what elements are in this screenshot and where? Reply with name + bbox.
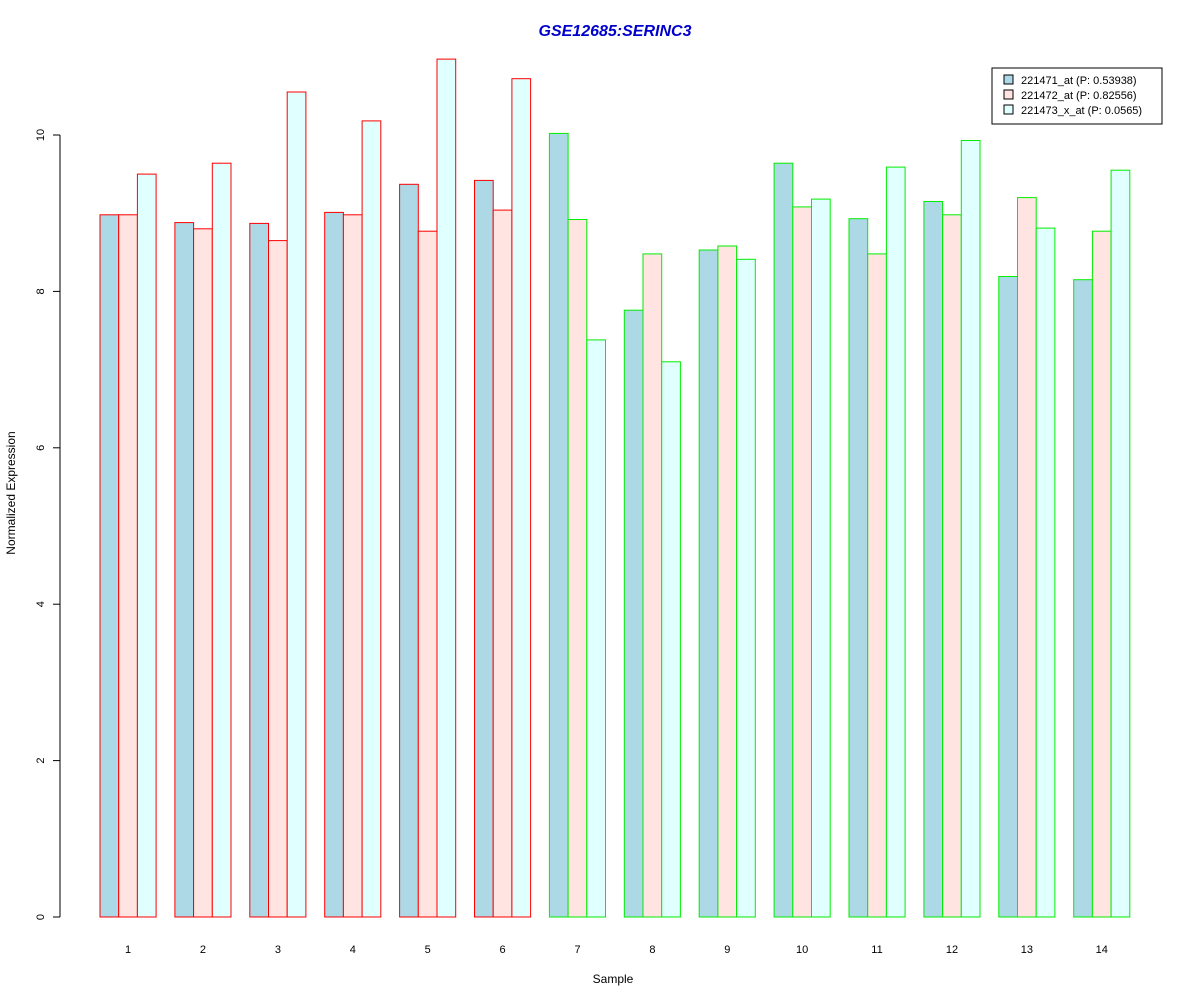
bar-sample-11-series-1 — [848, 218, 869, 918]
x-tick-label: 11 — [871, 944, 882, 956]
bar-sample-8-series-1 — [623, 309, 644, 918]
y-tick-label: 8 — [35, 288, 47, 294]
bar-sample-2-series-2 — [193, 228, 213, 918]
bar-sample-8-series-2 — [642, 253, 663, 918]
x-tick-label: 4 — [350, 944, 356, 956]
bar-sample-3-series-2 — [268, 240, 288, 918]
legend-box — [991, 67, 1163, 125]
y-tick-label: 0 — [35, 914, 47, 920]
bar-sample-5-series-2 — [417, 230, 438, 918]
bar-sample-1-series-2 — [118, 214, 138, 918]
x-tick-labels: 1 2 3 4 5 6 7 8 9 10 11 12 13 14 — [125, 944, 1108, 956]
bar-sample-11-series-3 — [885, 166, 906, 918]
bar-sample-7-series-3 — [586, 339, 606, 918]
bar-sample-10-series-2 — [792, 206, 812, 918]
legend-swatch — [1003, 104, 1014, 115]
y-axis-label: Normalized Expression — [4, 431, 18, 554]
x-tick-label: 6 — [500, 944, 506, 956]
bar-sample-11-series-2 — [867, 253, 887, 918]
bar-sample-4-series-1 — [324, 211, 344, 918]
bar-sample-6-series-1 — [474, 179, 494, 918]
x-tick-label: 8 — [649, 944, 655, 956]
y-tick-label: 2 — [35, 758, 47, 764]
bar-sample-8-series-3 — [661, 361, 681, 918]
bar-sample-6-series-2 — [492, 209, 513, 918]
x-tick-label: 10 — [796, 944, 808, 956]
bar-sample-1-series-3 — [136, 173, 157, 918]
bar-sample-12-series-3 — [960, 140, 981, 918]
bar-sample-2-series-3 — [211, 162, 232, 918]
legend-label: 221473_x_at (P: 0.0565) — [1021, 105, 1142, 117]
bars — [99, 58, 1131, 918]
bar-sample-13-series-1 — [998, 276, 1018, 918]
bar-sample-7-series-2 — [567, 219, 588, 918]
x-tick-label: 7 — [574, 944, 580, 956]
bar-sample-3-series-3 — [286, 91, 307, 918]
x-tick-label: 9 — [724, 944, 730, 956]
bar-sample-1-series-1 — [99, 214, 120, 918]
bar-sample-14-series-2 — [1091, 230, 1112, 918]
bar-sample-2-series-1 — [174, 222, 195, 918]
bar-sample-9-series-1 — [698, 249, 719, 918]
x-tick-label: 14 — [1096, 944, 1108, 956]
y-tick-label: 4 — [35, 601, 47, 607]
legend-swatch — [1003, 74, 1014, 85]
legend-label: 221472_at (P: 0.82556) — [1021, 90, 1137, 102]
bar-sample-7-series-1 — [548, 132, 569, 918]
bar-sample-9-series-3 — [736, 258, 756, 918]
x-tick-label: 12 — [946, 944, 958, 956]
bar-sample-5-series-3 — [436, 58, 457, 918]
bar-sample-13-series-2 — [1017, 197, 1037, 918]
x-tick-label: 13 — [1021, 944, 1033, 956]
bar-sample-5-series-1 — [399, 183, 419, 918]
bar-sample-13-series-3 — [1035, 227, 1056, 918]
legend: 221471_at (P: 0.53938) 221472_at (P: 0.82… — [991, 67, 1163, 125]
bar-sample-6-series-3 — [511, 78, 532, 918]
bar-sample-14-series-1 — [1073, 279, 1093, 918]
legend-swatch — [1003, 89, 1014, 100]
y-tick-label: 10 — [35, 129, 47, 141]
bar-sample-4-series-3 — [361, 120, 382, 918]
legend-label: 221471_at (P: 0.53938) — [1021, 75, 1137, 87]
chart-title: GSE12685:SERINC3 — [539, 23, 692, 40]
x-tick-label: 2 — [200, 944, 206, 956]
bar-sample-9-series-2 — [717, 245, 738, 918]
bar-sample-14-series-3 — [1110, 169, 1131, 918]
y-tick-label: 6 — [35, 445, 47, 451]
bar-sample-12-series-2 — [942, 214, 962, 918]
bar-sample-10-series-3 — [811, 198, 831, 918]
x-axis-label: Sample — [593, 972, 634, 986]
bar-sample-3-series-1 — [249, 222, 270, 918]
x-tick-label: 5 — [425, 944, 431, 956]
y-axis: 0 2 4 6 8 10 — [35, 129, 61, 920]
bar-sample-10-series-1 — [773, 162, 794, 918]
x-tick-label: 1 — [125, 944, 131, 956]
bar-sample-12-series-1 — [923, 201, 944, 918]
x-tick-label: 3 — [275, 944, 281, 956]
bar-sample-4-series-2 — [342, 214, 363, 918]
